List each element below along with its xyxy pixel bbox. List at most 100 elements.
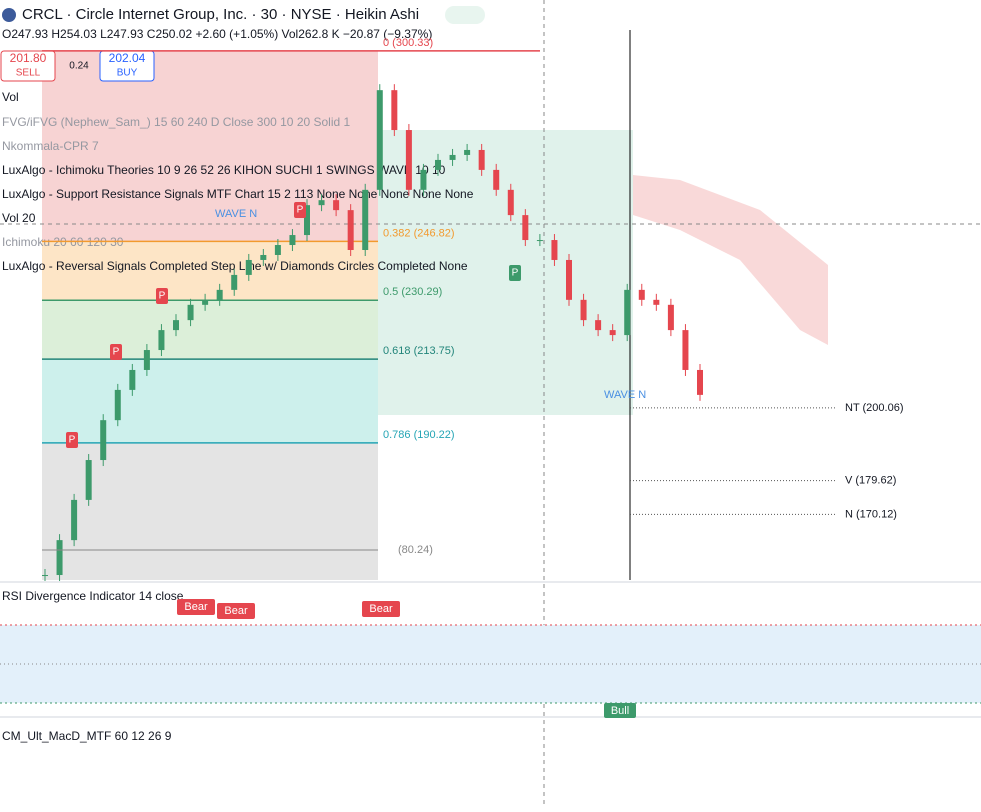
signal-marker xyxy=(509,265,521,281)
candle xyxy=(667,304,674,331)
bear-marker xyxy=(362,601,400,617)
candle xyxy=(143,350,150,370)
flag-icon xyxy=(2,8,16,22)
candle xyxy=(129,369,136,390)
candle xyxy=(347,210,354,250)
signal-marker xyxy=(110,344,122,360)
candle xyxy=(507,189,514,216)
candle xyxy=(478,149,485,170)
signal-marker xyxy=(294,202,306,218)
candle xyxy=(333,200,340,211)
candle xyxy=(653,299,660,305)
indicator-label[interactable]: Vol xyxy=(2,90,19,104)
candle xyxy=(391,90,398,131)
candle xyxy=(56,540,63,576)
bear-label: Bear xyxy=(184,601,208,613)
candle xyxy=(231,274,238,290)
fib-label: 0.786 (190.22) xyxy=(383,429,455,441)
indicator-label[interactable]: LuxAlgo - Ichimoku Theories 10 9 26 52 2… xyxy=(2,163,446,177)
candle xyxy=(42,575,48,577)
signal-marker xyxy=(156,288,168,304)
candle xyxy=(566,259,572,300)
indicator-label[interactable]: Vol 20 xyxy=(2,211,36,225)
fib-zone xyxy=(42,443,378,580)
candle xyxy=(435,159,441,170)
fib-label: 0.382 (246.82) xyxy=(383,227,455,239)
bear-marker xyxy=(217,603,255,619)
signal-label: P xyxy=(297,205,304,216)
candle xyxy=(580,299,587,321)
candle xyxy=(405,130,412,190)
fib-label: 0.618 (213.75) xyxy=(383,345,455,357)
bull-label: Bull xyxy=(611,705,629,717)
sell-label: SELL xyxy=(16,68,41,79)
spread: 0.24 xyxy=(69,61,89,72)
sell-price: 201.80 xyxy=(10,51,47,65)
bear-label: Bear xyxy=(224,605,248,617)
candle xyxy=(173,320,179,331)
indicator-label[interactable]: LuxAlgo - Support Resistance Signals MTF… xyxy=(2,187,474,201)
fib-zone xyxy=(42,360,378,443)
candle xyxy=(158,330,165,351)
volume-level: (80.24) xyxy=(398,544,433,556)
indicator-label[interactable]: Nkommala-CPR 7 xyxy=(2,139,99,153)
candle xyxy=(304,205,310,236)
signal-label: P xyxy=(113,347,120,358)
ohlc: O247.93 H254.03 L247.93 C250.02 +2.60 (+… xyxy=(2,27,432,41)
macd-title: CM_Ult_MacD_MTF 60 12 26 9 xyxy=(2,729,172,743)
candle xyxy=(638,289,645,300)
candle xyxy=(449,154,456,160)
candle xyxy=(114,389,121,421)
candle xyxy=(420,169,427,190)
fib-label: 0 (300.33) xyxy=(383,37,433,49)
candle xyxy=(216,289,223,300)
candle xyxy=(85,460,92,500)
candle xyxy=(274,245,281,255)
wave-label: WAVE N xyxy=(215,208,257,220)
target-label: V (179.62) xyxy=(845,475,896,487)
candle xyxy=(362,189,369,250)
indicator-label[interactable]: Ichimoku 20 60 120 30 xyxy=(2,235,124,249)
signal-label: P xyxy=(159,291,166,302)
indicator-label[interactable]: FVG/iFVG (Nephew_Sam_) 15 60 240 D Close… xyxy=(2,115,351,129)
candle xyxy=(464,149,471,155)
indicator-label[interactable]: LuxAlgo - Reversal Signals Completed Ste… xyxy=(2,259,468,273)
fib-zone xyxy=(42,301,378,360)
candle xyxy=(245,259,252,275)
candle xyxy=(289,235,296,246)
wave-label: WAVE N xyxy=(604,389,646,401)
cloud xyxy=(633,175,828,345)
candle xyxy=(187,304,194,321)
target-label: N (170.12) xyxy=(845,508,897,520)
buy-label: BUY xyxy=(117,68,138,79)
candle xyxy=(536,240,543,242)
candle xyxy=(71,499,78,541)
signal-marker xyxy=(66,432,78,448)
candle xyxy=(202,299,209,305)
candle xyxy=(100,420,107,461)
candle xyxy=(522,215,529,241)
signal-label: P xyxy=(512,268,519,279)
candle xyxy=(595,320,602,331)
candle xyxy=(376,90,383,190)
symbol-title[interactable]: CRCL · Circle Internet Group, Inc. · 30 … xyxy=(22,6,419,23)
candle xyxy=(551,240,558,260)
candle xyxy=(318,200,325,206)
status-pill[interactable] xyxy=(445,6,485,24)
rsi-band xyxy=(0,625,981,703)
bull-marker xyxy=(604,703,636,718)
candle xyxy=(493,169,500,190)
signal-label: P xyxy=(69,435,76,446)
sell-button[interactable] xyxy=(0,50,56,82)
bear-marker xyxy=(177,599,215,615)
rsi-title: RSI Divergence Indicator 14 close xyxy=(2,589,184,603)
bear-label: Bear xyxy=(369,603,393,615)
target-label: NT (200.06) xyxy=(845,402,904,414)
candle xyxy=(682,330,689,370)
candle xyxy=(624,289,631,336)
candle xyxy=(697,369,703,395)
candle xyxy=(609,330,616,336)
fib-zone xyxy=(42,242,378,301)
fib-label: 0.5 (230.29) xyxy=(383,286,442,298)
